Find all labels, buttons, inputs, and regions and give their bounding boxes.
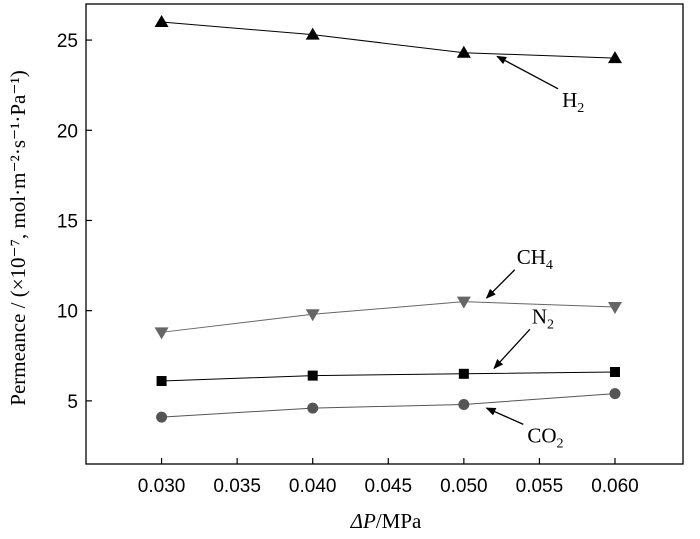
x-tick-label: 0.040 <box>289 476 337 497</box>
data-point-triangle-up <box>154 15 169 28</box>
x-tick-label: 0.060 <box>591 476 639 497</box>
series-annotation-label: CH4 <box>517 245 553 273</box>
data-point-square <box>458 368 469 379</box>
data-point-circle <box>156 411 168 423</box>
x-tick-label: 0.045 <box>365 476 413 497</box>
data-point-triangle-down <box>607 302 622 315</box>
data-point-triangle-down <box>456 296 471 309</box>
x-axis-ticks: 0.030 0.035 0.040 0.045 0.050 0.055 0.060 <box>138 458 639 497</box>
y-tick-label: 20 <box>57 121 78 142</box>
y-tick-label: 15 <box>57 211 78 232</box>
data-point-triangle-up <box>305 27 320 40</box>
data-point-triangle-up <box>456 45 471 58</box>
data-point-circle <box>458 398 470 410</box>
y-tick-label: 10 <box>57 302 78 323</box>
annotation-arrow <box>485 407 524 425</box>
y-tick-label: 25 <box>57 31 78 52</box>
annotation-arrow <box>493 328 531 370</box>
annotations: H2 CH4 N2 CO2 <box>485 55 584 451</box>
data-point-circle <box>609 388 621 400</box>
data-point-square <box>609 367 620 377</box>
series-line <box>161 393 616 418</box>
y-tick-label: 5 <box>67 392 78 413</box>
series-lines <box>161 21 616 418</box>
series-annotation-label: H2 <box>562 88 584 116</box>
series-annotation-label: CO2 <box>527 423 563 451</box>
series-line <box>161 301 616 333</box>
data-point-circle <box>307 402 319 414</box>
y-axis-title: Permeance / (×10⁻⁷, mol·m⁻²·s⁻¹·Pa⁻¹) <box>6 70 30 405</box>
plot-area-border <box>85 3 684 465</box>
series-markers <box>154 15 622 423</box>
data-point-triangle-up <box>607 51 622 64</box>
series-annotation-label: N2 <box>532 304 554 332</box>
annotation-arrow <box>485 269 516 299</box>
annotation-arrow <box>496 55 559 90</box>
data-point-square <box>156 376 167 387</box>
x-axis-title-unit: /MPa <box>376 509 422 533</box>
x-tick-label: 0.050 <box>440 476 488 497</box>
series-line <box>161 371 615 382</box>
plot-frame <box>85 3 684 465</box>
x-axis-title-symbol: ΔP <box>350 509 376 533</box>
x-tick-label: 0.035 <box>213 476 261 497</box>
data-point-square <box>307 370 318 381</box>
series-line <box>161 21 616 59</box>
data-point-triangle-down <box>154 327 169 340</box>
x-tick-label: 0.055 <box>516 476 564 497</box>
x-tick-label: 0.030 <box>138 476 186 497</box>
x-axis-title: ΔP/MPa <box>350 509 422 533</box>
data-point-triangle-down <box>305 309 320 322</box>
y-axis-ticks: 5 10 15 20 25 <box>57 31 92 413</box>
